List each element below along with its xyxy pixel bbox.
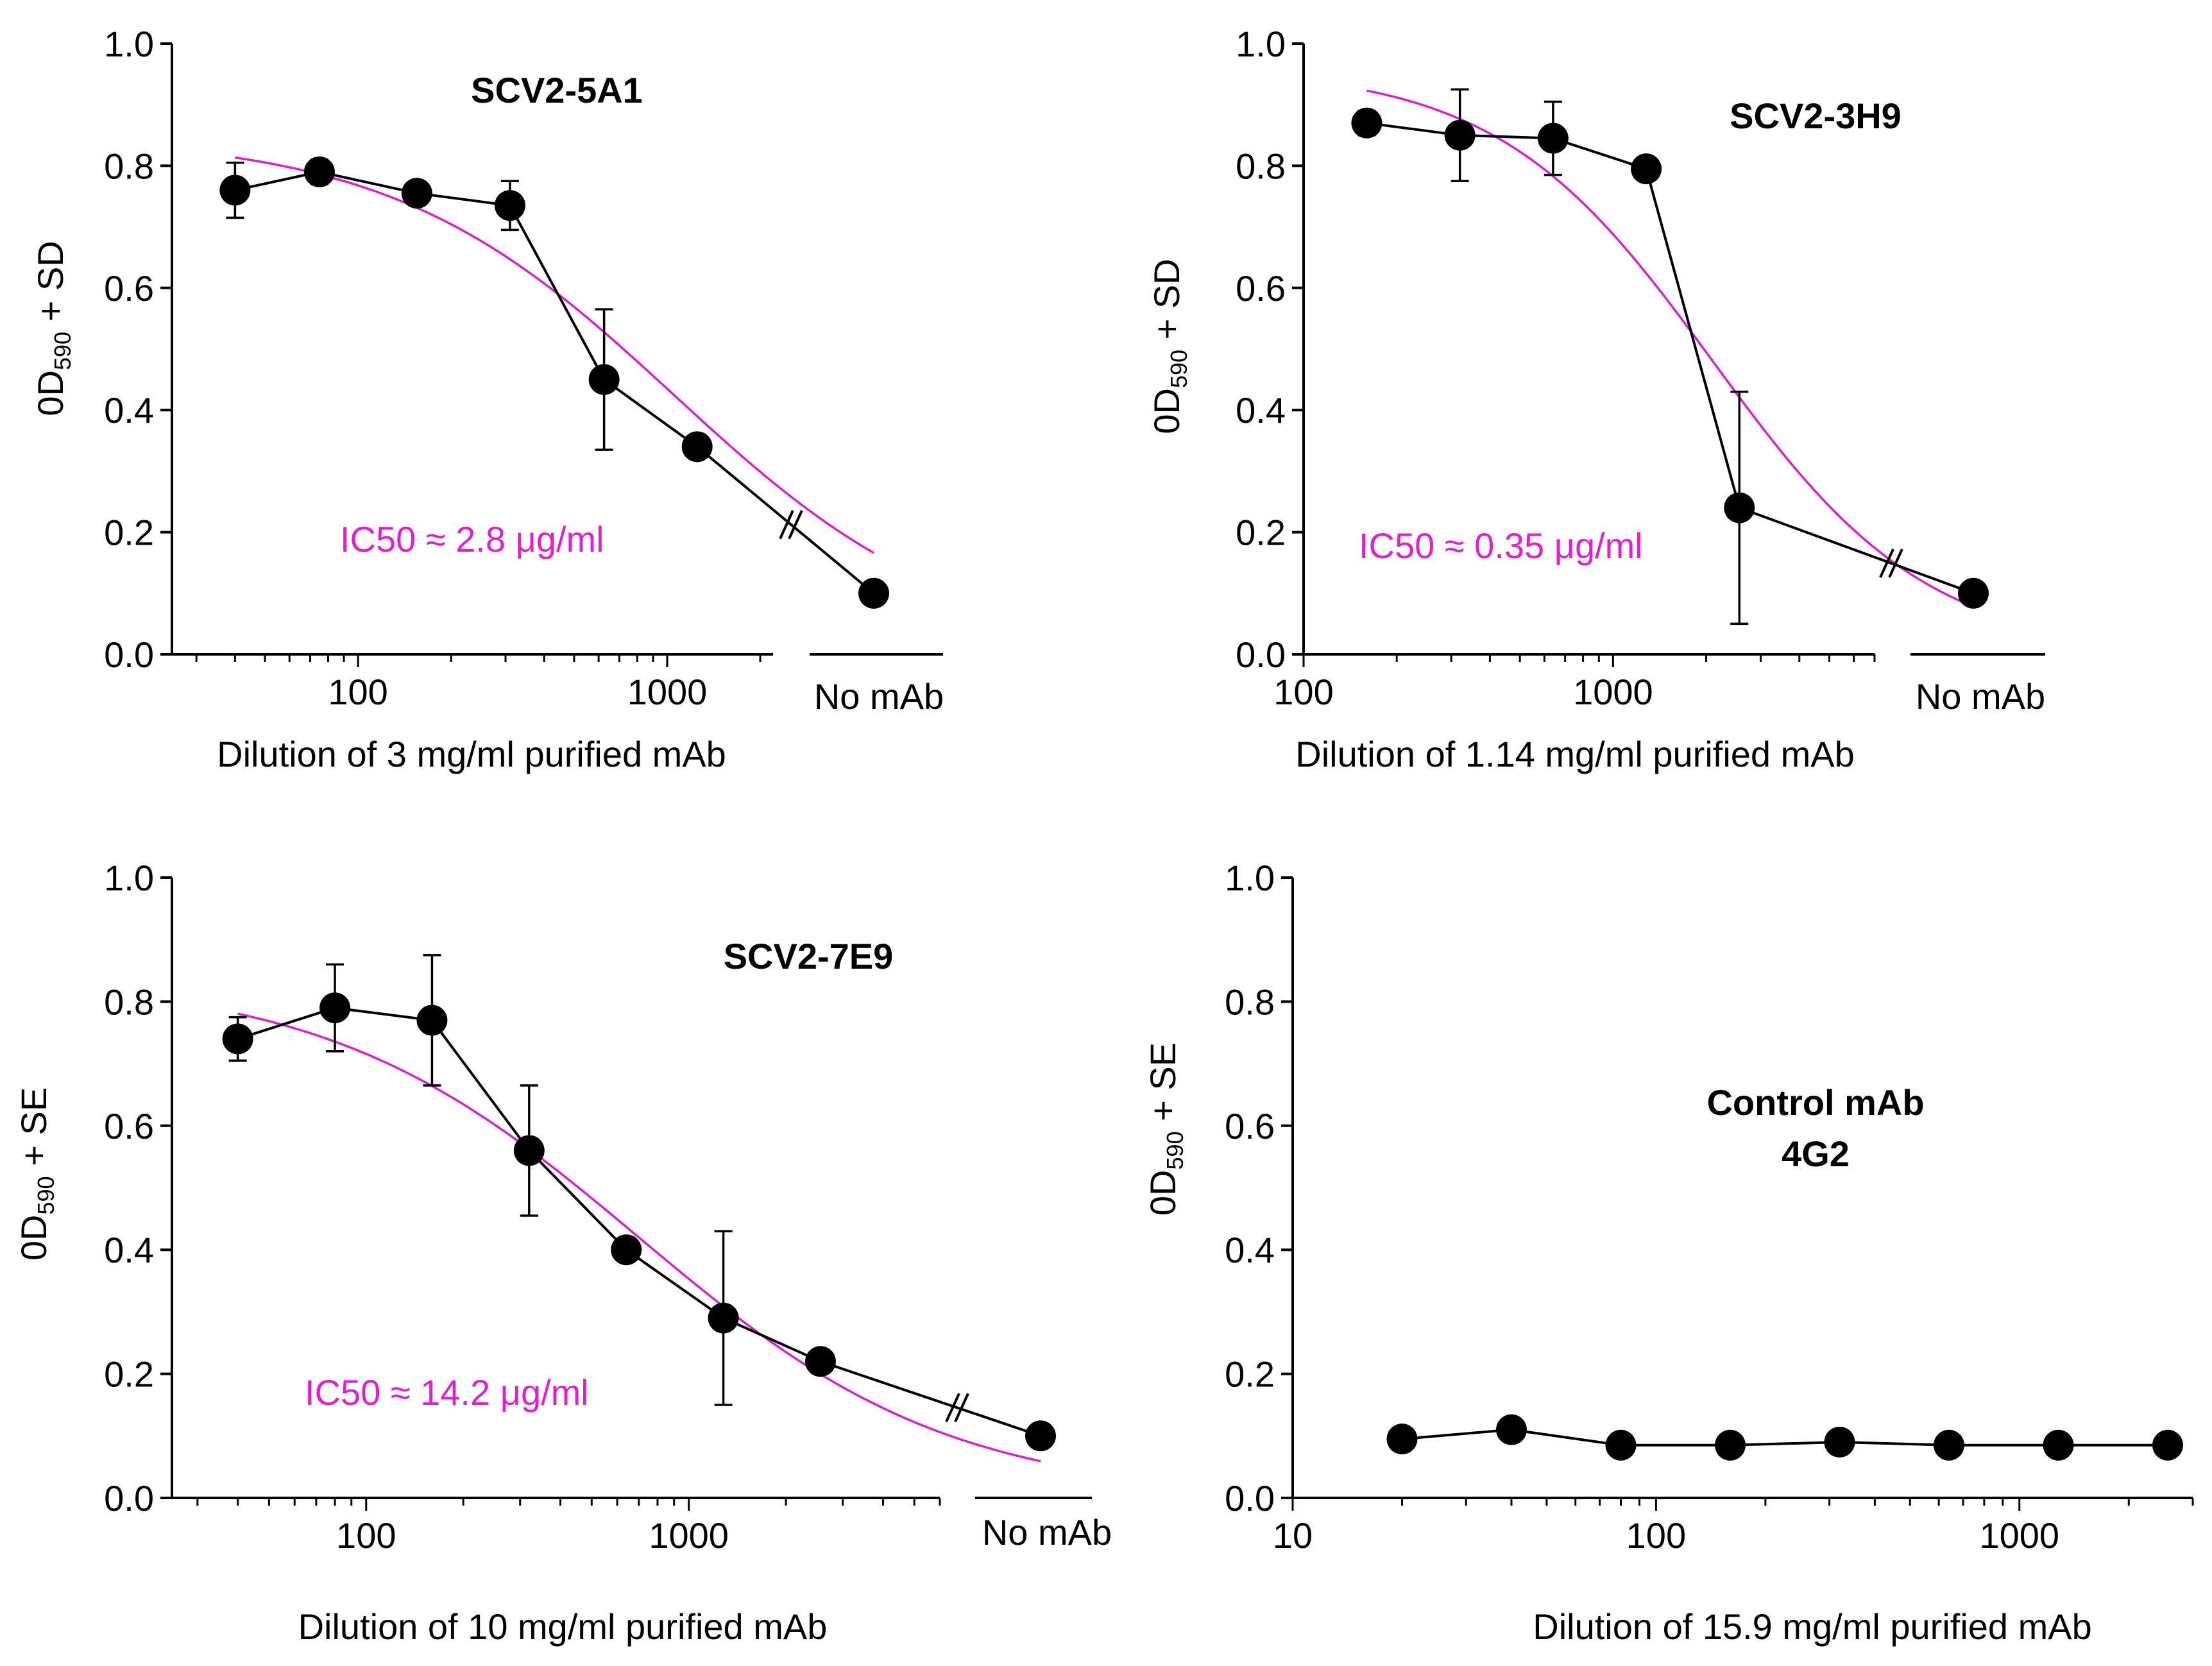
data-point [1386, 1424, 1418, 1455]
axis-break-mark [779, 509, 794, 540]
ic50-label: IC50 ≈ 14.2 μg/ml [305, 1372, 589, 1413]
fit-curve [237, 1012, 1041, 1463]
data-point [2043, 1429, 2074, 1461]
panel-scv2-3h9: SCV2-3H9 IC50 ≈ 0.35 μg/ml No mAb Diluti… [1146, 24, 2045, 774]
y-axis-title: 0D590 + SE [1143, 1042, 1188, 1216]
y-tick-label: 0.2 [104, 513, 154, 553]
y-tick-label: 0.8 [104, 146, 154, 186]
x-tick-label: 100 [328, 672, 387, 712]
y-tick-label: 0.6 [104, 1106, 154, 1146]
axis-break-mark [1879, 548, 1894, 578]
y-tick-label: 0.6 [1236, 268, 1286, 309]
y-tick-label: 0.6 [1225, 1106, 1275, 1146]
axis-break-mark [945, 1393, 960, 1423]
data-line [237, 1007, 1041, 1438]
x-axis-title: Dilution of 3 mg/ml purified mAb [217, 734, 726, 774]
y-tick-label: 1.0 [104, 858, 154, 898]
y-tick-label: 1.0 [1236, 24, 1286, 64]
fit-curve [235, 156, 874, 554]
data-point [319, 992, 351, 1024]
y-tick-label: 0.8 [1236, 146, 1286, 186]
data-point [2152, 1429, 2183, 1461]
no-mab-point [858, 577, 889, 609]
y-tick-label: 0.4 [104, 390, 154, 430]
x-axis-title: Dilution of 1.14 mg/ml purified mAb [1295, 734, 1855, 774]
data-point [1351, 107, 1382, 139]
y-tick-label: 0.4 [1225, 1230, 1275, 1270]
data-point [588, 364, 620, 395]
x-tick-label: 100 [1626, 1515, 1686, 1556]
x-tick-label: 1000 [649, 1515, 729, 1556]
x-tick-label: 1000 [627, 672, 708, 712]
y-tick-label: 1.0 [1225, 858, 1275, 898]
panel-title: SCV2-7E9 [724, 936, 894, 976]
data-point [681, 431, 713, 463]
data-point [303, 156, 335, 187]
no-mab-point [1025, 1420, 1056, 1452]
axis-break-mark [1888, 548, 1903, 578]
y-axis-title: 0D590 + SD [30, 241, 76, 416]
data-point [1444, 119, 1476, 151]
y-tick-label: 0.2 [104, 1354, 154, 1395]
data-point [222, 1023, 253, 1055]
data-point [416, 1005, 448, 1036]
y-axis-title: 0D590 + SD [1146, 259, 1192, 434]
data-point [1631, 153, 1662, 185]
x-tick-label: 100 [336, 1515, 396, 1556]
y-tick-label: 0.4 [1236, 390, 1286, 430]
y-tick-label: 0.2 [1225, 1354, 1275, 1395]
y-tick-label: 0.0 [104, 1478, 154, 1518]
y-axis-title: 0D590 + SE [13, 1087, 59, 1261]
data-point [611, 1234, 642, 1266]
data-point [804, 1346, 836, 1377]
panel-scv2-7e9: SCV2-7E9 IC50 ≈ 14.2 μg/ml No mAb Diluti… [13, 858, 1112, 1647]
y-tick-label: 0.0 [104, 634, 154, 675]
x-axis-title: Dilution of 10 mg/ml purified mAb [298, 1606, 828, 1647]
x-axis-title: Dilution of 15.9 mg/ml purified mAb [1533, 1606, 2092, 1647]
ic50-label: IC50 ≈ 2.8 μg/ml [340, 519, 604, 559]
y-tick-label: 1.0 [104, 24, 154, 64]
data-line [1366, 121, 1974, 595]
data-point [1824, 1426, 1855, 1458]
data-point [1933, 1429, 1964, 1461]
panel-control-4g2: Control mAb 4G2 Dilution of 15.9 mg/ml pu… [1143, 858, 2194, 1647]
no-mab-label: No mAb [982, 1512, 1112, 1552]
data-point [494, 190, 525, 221]
no-mab-label: No mAb [814, 676, 944, 717]
panel-scv2-5a1: SCV2-5A1 IC50 ≈ 2.8 μg/ml No mAb Dilutio… [30, 24, 944, 774]
axis-break-mark [954, 1393, 969, 1423]
panel-title: SCV2-5A1 [471, 70, 643, 110]
data-point [513, 1135, 545, 1166]
x-tick-label: 100 [1273, 672, 1333, 712]
data-point [1714, 1429, 1746, 1461]
panel-title-line-2: 4G2 [1782, 1134, 1850, 1174]
y-tick-label: 0.0 [1236, 634, 1286, 675]
data-point [401, 178, 432, 209]
panel-title: SCV2-3H9 [1730, 96, 1901, 136]
data-point [1495, 1414, 1527, 1445]
y-tick-label: 0.6 [104, 268, 154, 309]
data-point [708, 1302, 739, 1334]
panel-title-line-1: Control mAb [1706, 1082, 1924, 1123]
x-tick-label: 10 [1273, 1515, 1313, 1556]
data-point [219, 174, 251, 206]
panel-title: Control mAb 4G2 [1706, 1082, 1924, 1174]
data-line [1402, 1428, 2168, 1447]
y-tick-label: 0.2 [1236, 513, 1286, 553]
data-point [1537, 123, 1569, 154]
ic50-label: IC50 ≈ 0.35 μg/ml [1359, 525, 1643, 566]
y-tick-label: 0.0 [1225, 1478, 1275, 1518]
no-mab-point [1958, 577, 1989, 609]
x-tick-label: 1000 [1573, 672, 1653, 712]
y-tick-label: 0.8 [1225, 982, 1275, 1022]
data-point [1724, 492, 1755, 523]
axis-break-mark [788, 509, 803, 540]
y-tick-label: 0.8 [104, 982, 154, 1022]
y-tick-label: 0.4 [104, 1230, 154, 1270]
x-tick-label: 1000 [1979, 1515, 2059, 1556]
no-mab-label: No mAb [1916, 676, 2045, 717]
data-point [1605, 1429, 1637, 1461]
